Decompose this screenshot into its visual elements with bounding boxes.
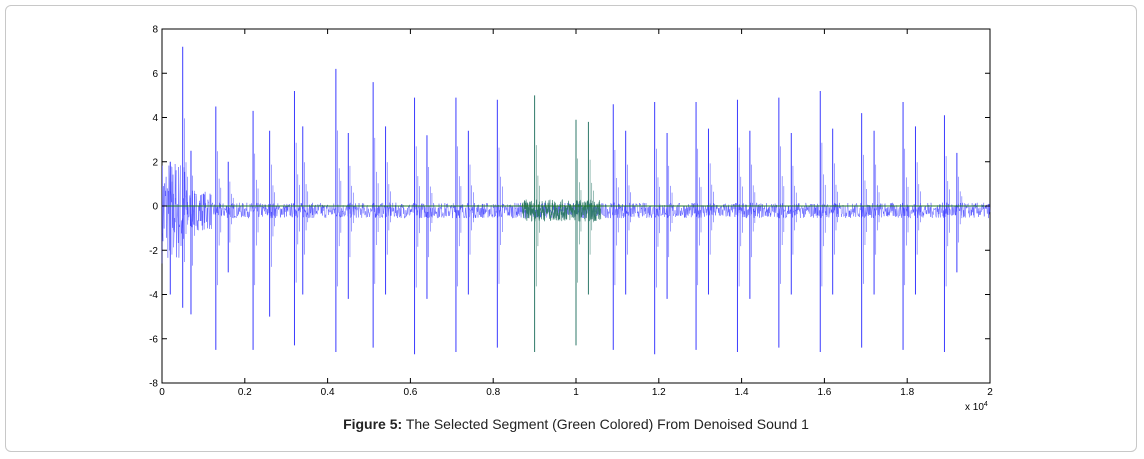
y-tick-label: -2: [149, 246, 158, 257]
x-tick-label: 0.8: [486, 387, 500, 398]
y-axis-ticks: -8 -6 -4 -2 0 2 4 6 8: [149, 25, 990, 390]
figure-caption-text: The Selected Segment (Green Colored) Fro…: [405, 416, 809, 432]
x-tick-label: 0: [159, 387, 165, 398]
y-tick-label: -6: [149, 334, 158, 345]
y-tick-label: -4: [149, 290, 158, 301]
y-tick-label: 0: [152, 202, 158, 213]
x-tick-label: 2: [987, 387, 993, 398]
figure-caption: Figure 5: The Selected Segment (Green Co…: [0, 416, 1144, 432]
x-tick-label: 0.6: [403, 387, 417, 398]
x-tick-label: 1.6: [817, 387, 831, 398]
y-tick-label: -8: [149, 379, 158, 390]
figure-label: Figure 5:: [343, 416, 403, 432]
x-tick-label: 1.8: [900, 387, 914, 398]
x-tick-label: 0.4: [321, 387, 335, 398]
x-tick-label: 1.4: [735, 387, 749, 398]
spike-layer: [169, 46, 963, 355]
x-tick-label: 1: [573, 387, 579, 398]
y-tick-label: 2: [152, 157, 158, 168]
selected-segment: [521, 95, 602, 353]
x-axis-ticks: 0 0.2 0.4 0.6 0.8 1 1.2 1.4 1.6 1.8 2: [159, 29, 993, 398]
y-tick-label: 4: [152, 113, 158, 124]
y-tick-label: 6: [152, 69, 158, 80]
x-tick-label: 1.2: [652, 387, 666, 398]
segment-trace: [521, 199, 602, 222]
x-tick-label: 0.2: [238, 387, 252, 398]
x-axis-multiplier: x 104: [965, 401, 988, 413]
y-tick-label: 8: [152, 25, 158, 36]
